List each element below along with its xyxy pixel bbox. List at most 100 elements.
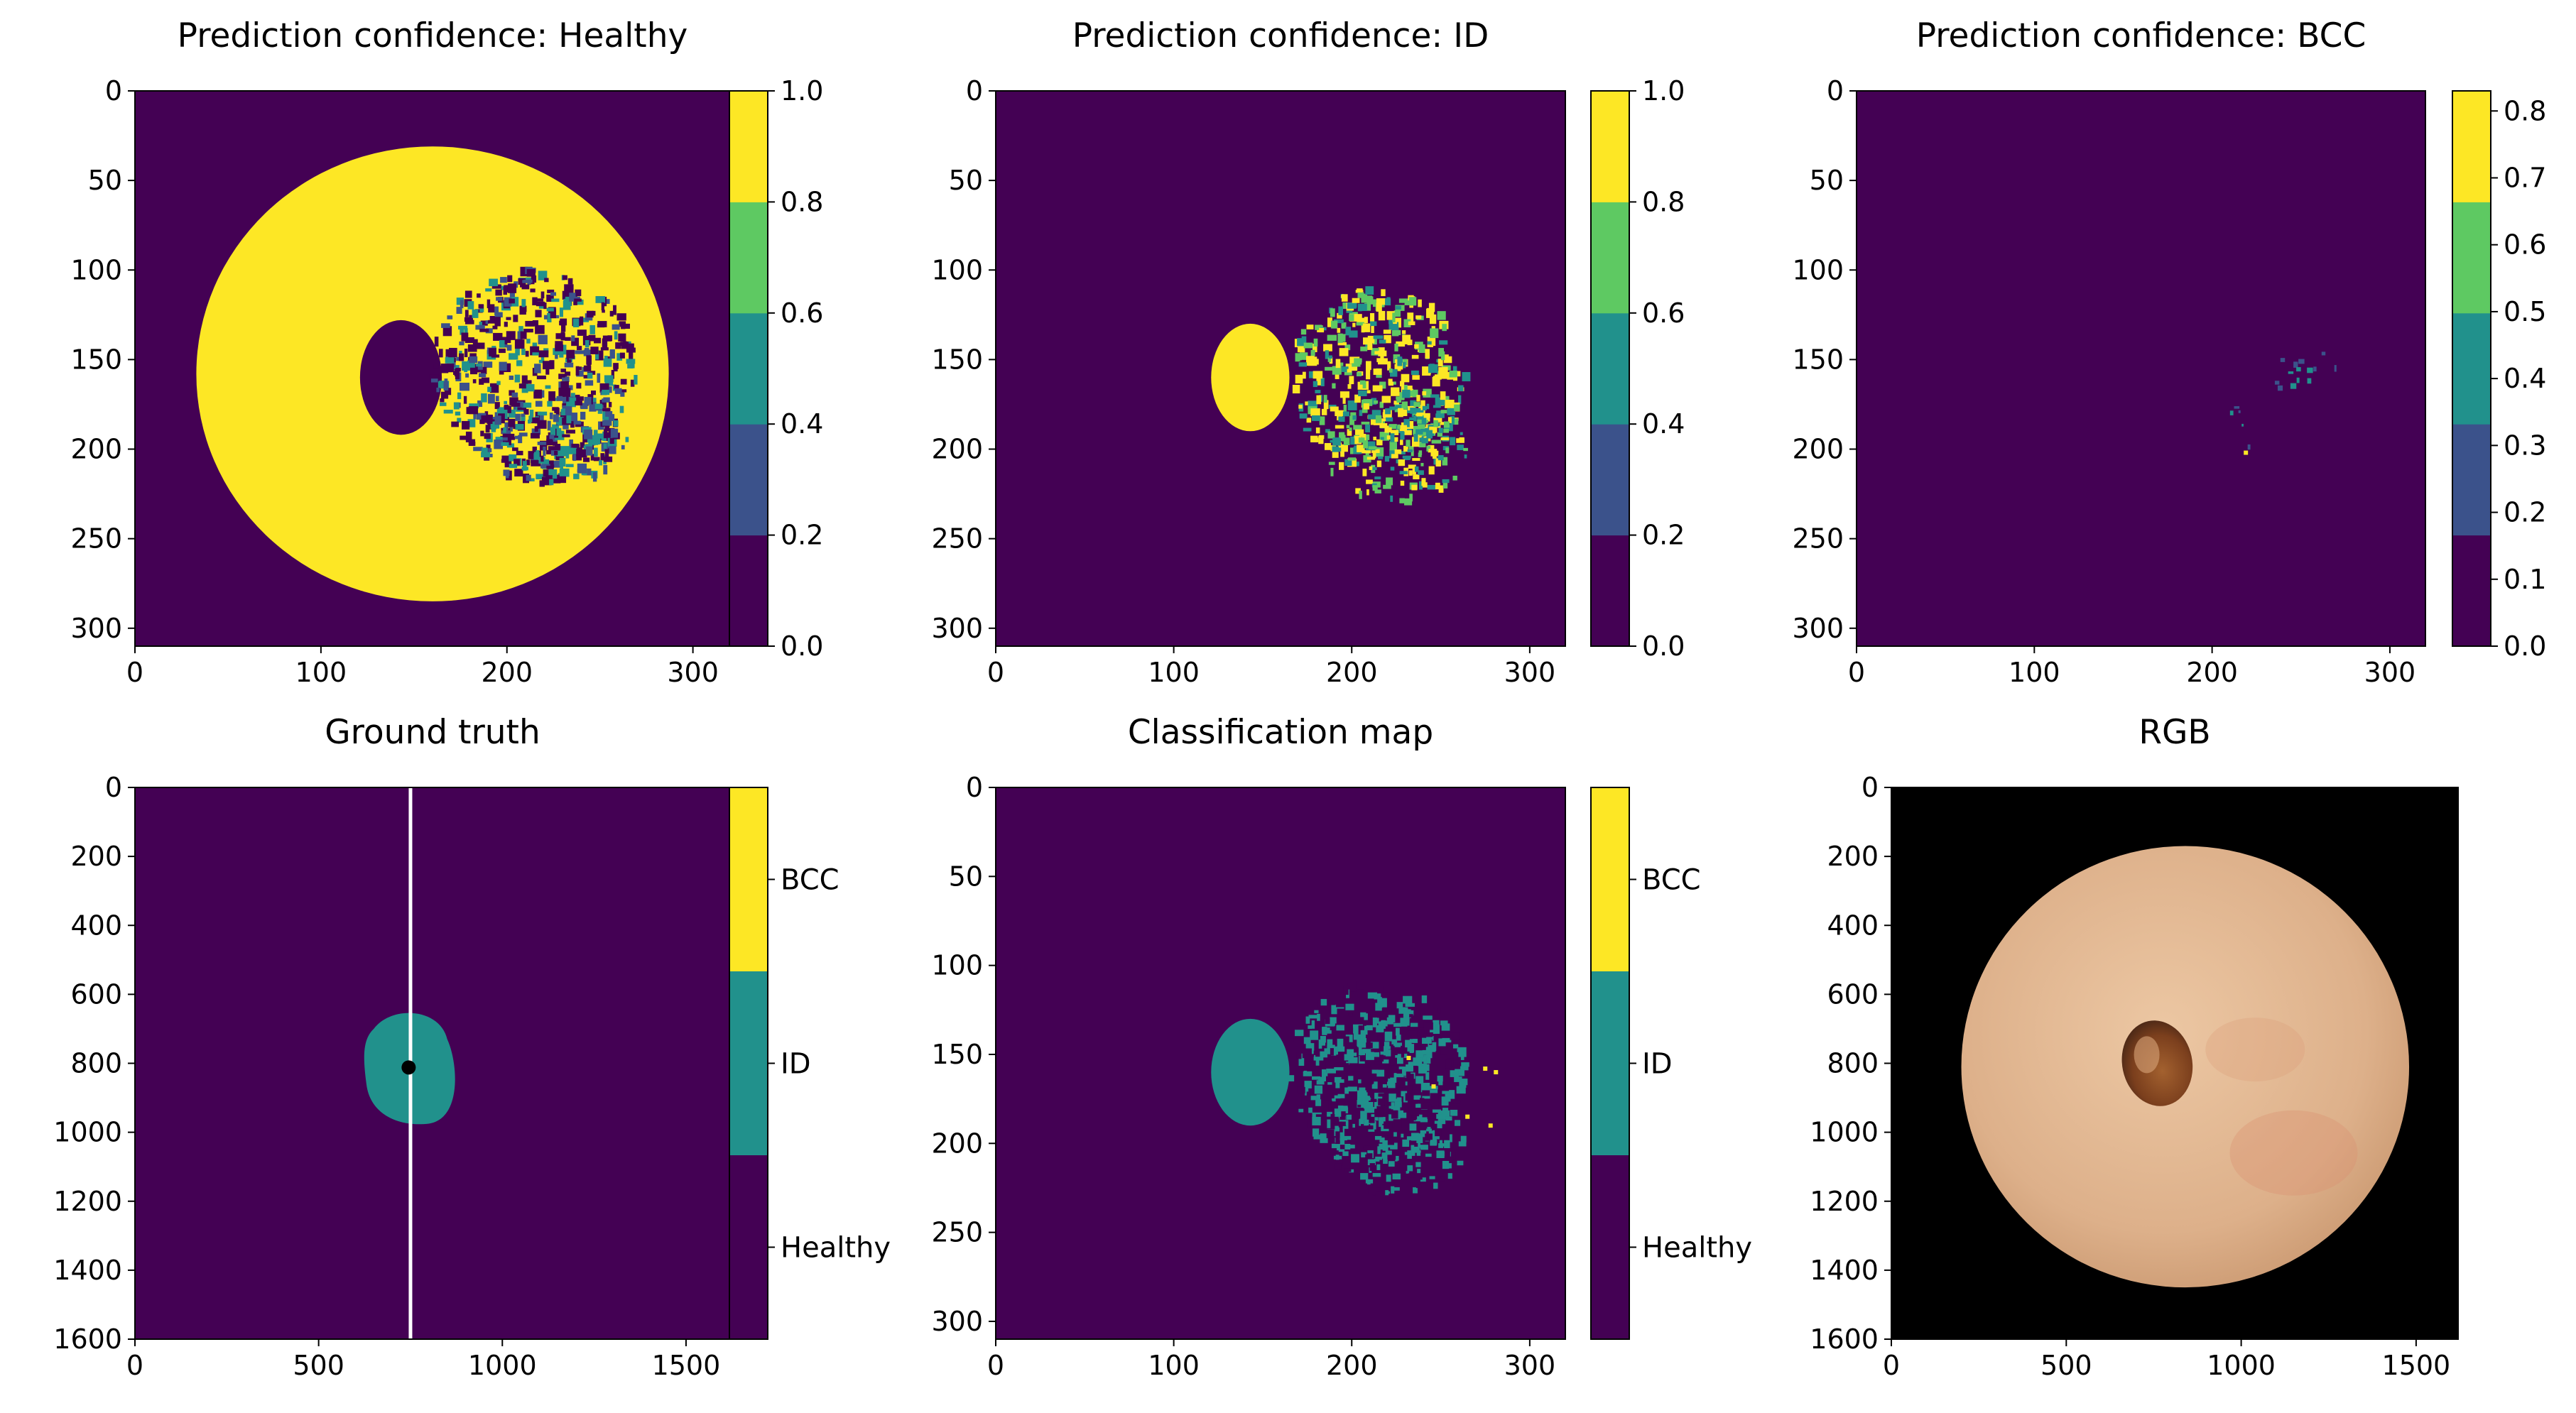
x-tick-label: 300 [1504,1350,1556,1381]
speckle-pixel [1433,1182,1438,1189]
colorbar-tick-label: ID [1642,1048,1673,1081]
speckle-pixel [566,349,575,359]
speckle-pixel [1332,366,1342,375]
speckle-pixel [1396,1097,1402,1106]
bcc-pixel [1465,1114,1470,1119]
speckle-pixel [1400,480,1405,486]
speckle-pixel [1438,359,1443,367]
speckle-pixel [1443,421,1450,428]
speckle-pixel [560,332,565,341]
speckle-pixel [1386,1191,1390,1194]
speckle-pixel [1411,354,1419,359]
speckle-pixel [1412,437,1420,447]
speckle-pixel [1410,408,1417,414]
speckle-pixel [1355,488,1361,494]
colorbar-segment [729,535,768,647]
speckle-pixel [1415,429,1423,435]
speckle-pixel [1411,450,1414,457]
panel-title: Classification map [1128,713,1433,752]
speckle-pixel [479,328,489,332]
speckle-pixel [452,357,456,363]
speckle-pixel [1339,391,1349,398]
speckle-pixel [1434,1120,1442,1124]
speckle-pixel [478,304,484,309]
speckle-pixel [1404,1086,1413,1091]
speckle-pixel [1338,1101,1344,1105]
speckle-pixel [1401,1133,1404,1138]
speckle-pixel [537,411,548,416]
x-tick-label: 200 [481,657,533,688]
y-tick-label: 300 [931,613,983,644]
y-tick-label: 1600 [53,1324,122,1355]
speckle-pixel [1305,1043,1315,1051]
speckle-pixel [464,320,474,324]
x-tick-label: 1000 [2207,1350,2276,1381]
speckle-pixel [1361,449,1371,454]
speckle-pixel [1372,385,1383,392]
colorbar-frame [1590,787,1630,1340]
speckle-pixel [492,325,498,329]
speckle-pixel [433,364,439,369]
speckle-pixel [1455,1120,1461,1126]
speckle-pixel [508,283,517,293]
speckle-pixel [616,353,623,361]
speckle-pixel [1376,1164,1381,1170]
speckle-pixel [615,342,621,349]
speckle-pixel [558,342,563,345]
speckle-pixel [1428,302,1435,312]
speckle-pixel [1317,1013,1320,1021]
speckle-pixel [1423,413,1430,418]
speckle-pixel [1376,358,1384,363]
speckle-pixel [545,385,551,389]
speckle-pixel [498,413,505,424]
speckle-pixel [1339,1142,1346,1152]
colorbar-segment [729,312,768,425]
speckle-pixel [1428,466,1435,475]
speckle-pixel [2307,367,2313,373]
speckle-pixel [1414,1150,1421,1153]
speckle-pixel [1330,406,1339,412]
speckle-pixel [526,339,531,344]
colorbar-tick-label: 0.4 [2504,363,2546,394]
speckle-pixel [1341,1036,1349,1044]
speckle-pixel [494,439,504,449]
speckle-pixel [1304,1081,1312,1089]
speckle-pixel [597,373,601,383]
speckle-pixel [464,290,472,298]
colorbar-tick-label: 0.4 [781,408,823,440]
speckle-pixel [506,436,511,446]
speckle-pixel [592,438,599,445]
colorbar: Healthy ID BCC [1590,787,1752,1340]
speckle-pixel [547,400,553,407]
speckle-pixel [1313,338,1318,347]
speckle-pixel [477,400,483,408]
speckle-pixel [1425,349,1430,359]
speckle-pixel [479,373,487,378]
speckle-pixel [1384,456,1390,462]
speckle-pixel [1368,414,1377,420]
colorbar-tick-label: Healthy [781,1232,891,1265]
speckle-pixel [2280,358,2286,362]
speckle-pixel [1308,1107,1313,1113]
speckle-pixel [630,379,635,387]
speckle-pixel [604,299,610,304]
speckle-pixel [1395,305,1401,310]
speckle-pixel [553,460,561,468]
speckle-pixel [1436,1150,1445,1159]
speckle-pixel [1428,1104,1432,1112]
speckle-pixel [559,457,566,467]
speckle-pixel [1379,339,1386,344]
speckle-pixel [1442,1037,1452,1043]
speckle-pixel [1413,1095,1421,1100]
speckle-pixel [560,446,570,453]
speckle-pixel [477,293,481,298]
speckle-pixel [597,433,604,441]
speckle-pixel [538,305,547,309]
speckle-pixel [568,447,577,454]
speckle-pixel [1461,1062,1469,1067]
speckle-pixel [1454,1090,1458,1100]
speckle-pixel [1430,1106,1435,1111]
speckle-pixel [1418,299,1422,307]
speckle-pixel [521,415,526,422]
speckle-pixel [1354,1123,1360,1127]
